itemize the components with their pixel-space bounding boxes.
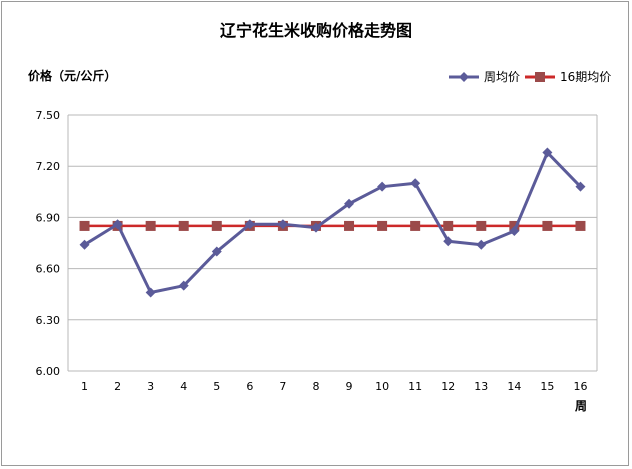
- x-tick-label: 3: [147, 380, 154, 393]
- x-tick-label: 8: [312, 380, 319, 393]
- data-point-weekly: [344, 198, 355, 209]
- x-axis-label: 周: [575, 399, 587, 413]
- data-point-weekly: [575, 181, 586, 192]
- y-tick-label: 7.50: [36, 109, 61, 122]
- data-point-weekly: [542, 147, 553, 158]
- x-tick-label: 5: [213, 380, 220, 393]
- data-point-16-period: [211, 220, 222, 231]
- data-point-weekly: [509, 226, 520, 237]
- data-point-weekly: [79, 239, 90, 250]
- data-point-16-period: [542, 220, 553, 231]
- x-tick-label: 14: [507, 380, 521, 393]
- data-point-16-period: [377, 220, 388, 231]
- data-point-weekly: [410, 178, 421, 189]
- data-point-16-period: [575, 220, 586, 231]
- x-tick-labels: 1 2 3 4 5 6 7 8 9 10 11 12 13 14 15 16: [81, 380, 587, 393]
- data-point-weekly: [178, 280, 189, 291]
- y-tick-label: 6.30: [36, 314, 61, 327]
- data-point-16-period: [443, 220, 454, 231]
- data-point-weekly: [244, 219, 255, 230]
- gridlines: [67, 114, 598, 372]
- data-point-16-period: [410, 220, 421, 231]
- data-point-16-period: [476, 220, 487, 231]
- data-point-16-period: [344, 220, 355, 231]
- data-point-weekly: [211, 246, 222, 257]
- data-point-16-period: [79, 220, 90, 231]
- x-tick-label: 13: [474, 380, 488, 393]
- data-point-16-period: [145, 220, 156, 231]
- x-tick-label: 9: [346, 380, 353, 393]
- x-tick-label: 11: [408, 380, 422, 393]
- legend: 周均价 16期均价: [449, 70, 611, 84]
- x-tick-label: 6: [246, 380, 253, 393]
- y-tick-label: 6.00: [36, 365, 61, 378]
- legend-label-weekly: 周均价: [484, 70, 520, 84]
- x-tick-label: 16: [573, 380, 587, 393]
- x-tick-label: 15: [540, 380, 554, 393]
- series-group: [79, 147, 586, 298]
- data-point-weekly: [310, 222, 321, 233]
- data-point-weekly: [277, 219, 288, 230]
- data-point-weekly: [377, 181, 388, 192]
- legend-label-16-period: 16期均价: [560, 70, 611, 84]
- data-point-weekly: [112, 219, 123, 230]
- x-tick-label: 12: [441, 380, 455, 393]
- data-point-weekly: [145, 287, 156, 298]
- y-axis-label: 价格（元/公斤）: [28, 68, 116, 83]
- y-tick-label: 6.90: [36, 211, 61, 224]
- x-tick-label: 7: [279, 380, 286, 393]
- legend-item-16-period: 16期均价: [525, 70, 611, 84]
- data-point-16-period: [178, 220, 189, 231]
- chart-title: 辽宁花生米收购价格走势图: [220, 21, 412, 40]
- legend-item-weekly: 周均价: [449, 70, 520, 84]
- x-tick-label: 4: [180, 380, 187, 393]
- y-tick-labels: 6.00 6.30 6.60 6.90 7.20 7.50: [36, 109, 61, 378]
- x-tick-label: 1: [81, 380, 88, 393]
- data-point-16-period: [509, 220, 520, 231]
- data-point-weekly: [443, 236, 454, 247]
- x-tick-label: 2: [114, 380, 121, 393]
- data-point-weekly: [476, 239, 487, 250]
- y-tick-label: 7.20: [36, 160, 61, 173]
- y-tick-label: 6.60: [36, 263, 61, 276]
- series-line-0: [83, 151, 582, 294]
- x-tick-label: 10: [375, 380, 389, 393]
